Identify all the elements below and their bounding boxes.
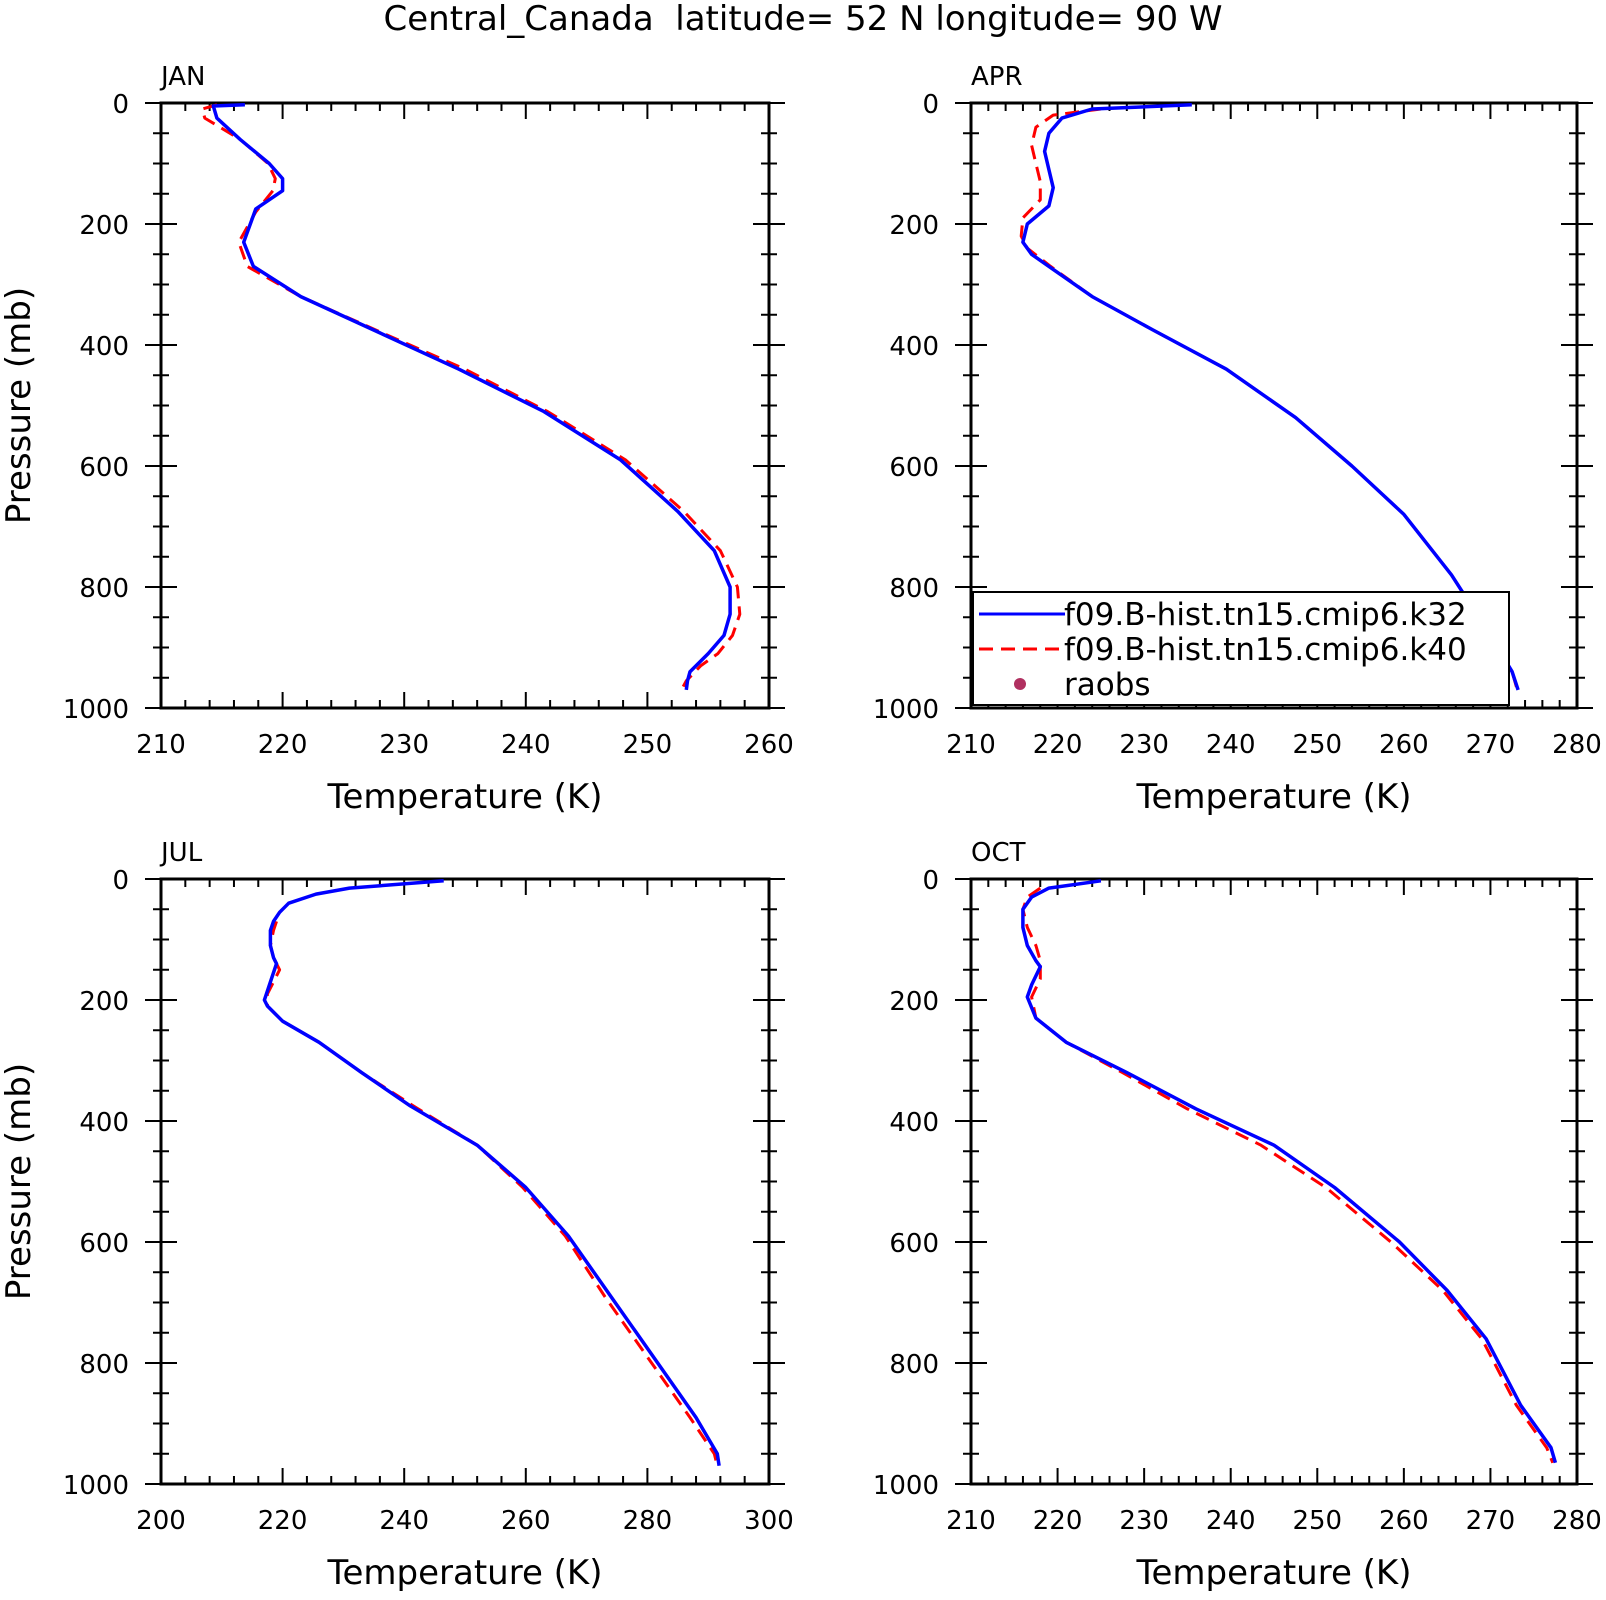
y-tick-label: 200 (889, 987, 939, 1017)
x-tick-label: 260 (1379, 1506, 1429, 1536)
x-tick-label: 240 (1206, 730, 1256, 760)
legend-label: f09.B-hist.tn15.cmip6.k40 (1064, 632, 1467, 668)
panel-jul: 200 220 240 260 280 300 0 200 400 600 800 1000 JUL Te… (0, 838, 794, 1593)
x-tick-label: 260 (1379, 730, 1429, 760)
x-tick-label: 230 (1119, 1506, 1169, 1536)
y-tick-label: 800 (79, 574, 129, 604)
y-tick-label: 200 (79, 987, 129, 1017)
x-tick-label: 210 (136, 730, 186, 760)
x-tick-label: 280 (1552, 730, 1602, 760)
series-group (1019, 103, 1520, 691)
x-tick-label: 270 (1466, 730, 1516, 760)
panel-label: JAN (159, 62, 205, 92)
x-tick-label: 220 (1033, 1506, 1083, 1536)
series-line-k32 (1021, 103, 1520, 691)
series-line-k40 (1021, 886, 1555, 1464)
x-tick-label: 240 (379, 1506, 429, 1536)
x-axis-label: Temperature (K) (326, 777, 602, 817)
x-tick-label: 240 (501, 730, 551, 760)
legend-label: f09.B-hist.tn15.cmip6.k32 (1064, 597, 1467, 633)
y-tick-label: 0 (922, 866, 939, 896)
panel-label: APR (971, 62, 1023, 92)
y-tick-label: 0 (922, 90, 939, 120)
y-tick-label: 600 (79, 453, 129, 483)
plot-frame (969, 877, 1579, 1486)
x-tick-label: 210 (946, 1506, 996, 1536)
x-tick-label: 270 (1466, 1506, 1516, 1536)
series-group (1021, 879, 1558, 1464)
y-tick-label: 1000 (873, 695, 939, 725)
y-tick-label: 400 (79, 332, 129, 362)
y-tick-label: 600 (889, 453, 939, 483)
y-tick-label: 400 (889, 1108, 939, 1138)
legend-marker-raobs (1014, 678, 1026, 690)
x-tick-label: 280 (1552, 1506, 1602, 1536)
x-tick-label: 220 (258, 730, 308, 760)
panel-jan: 210 220 230 240 250 260 0 200 400 600 800 1000 JAN Te… (0, 62, 794, 817)
x-tick-label: 280 (623, 1506, 673, 1536)
y-tick-label: 600 (79, 1229, 129, 1259)
y-axis-label: Pressure (mb) (0, 1063, 39, 1300)
x-tick-label: 260 (501, 1506, 551, 1536)
y-axis-label: Pressure (mb) (0, 287, 39, 524)
panel-label: OCT (971, 838, 1026, 868)
x-tick-label: 210 (946, 730, 996, 760)
x-tick-label: 260 (744, 730, 794, 760)
panel-label: JUL (159, 838, 203, 868)
x-tick-label: 230 (379, 730, 429, 760)
x-axis-label: Temperature (K) (326, 1553, 602, 1593)
y-tick-label: 800 (79, 1350, 129, 1380)
x-tick-label: 250 (1292, 1506, 1342, 1536)
x-tick-label: 230 (1119, 730, 1169, 760)
x-tick-label: 220 (258, 1506, 308, 1536)
y-tick-label: 0 (112, 866, 129, 896)
x-tick-label: 250 (1292, 730, 1342, 760)
x-axis-label: Temperature (K) (1135, 1553, 1411, 1593)
y-tick-label: 0 (112, 90, 129, 120)
x-axis-label: Temperature (K) (1135, 777, 1411, 817)
series-group (200, 103, 742, 691)
legend-box (972, 591, 1510, 706)
x-tick-label: 240 (1206, 1506, 1256, 1536)
x-tick-label: 220 (1033, 730, 1083, 760)
series-line-k32 (1021, 879, 1558, 1464)
y-tick-label: 200 (889, 211, 939, 241)
x-tick-label: 250 (623, 730, 673, 760)
y-tick-label: 800 (889, 1350, 939, 1380)
series-group (262, 879, 721, 1467)
figure-title: Central_Canada latitude= 52 N longitude=… (383, 0, 1222, 39)
panel-oct: 210 220 230 240 250 260 270 280 0 200 400 600 800 100… (873, 838, 1602, 1593)
y-tick-label: 400 (79, 1108, 129, 1138)
y-tick-label: 1000 (63, 695, 129, 725)
y-tick-label: 400 (889, 332, 939, 362)
plot-frame (159, 101, 771, 710)
y-tick-label: 1000 (873, 1471, 939, 1501)
y-tick-label: 1000 (63, 1471, 129, 1501)
y-tick-label: 200 (79, 211, 129, 241)
x-tick-label: 300 (744, 1506, 794, 1536)
legend: f09.B-hist.tn15.cmip6.k32f09.B-hist.tn15… (972, 591, 1510, 706)
panels-group: 210 220 230 240 250 260 0 200 400 600 800 1000 JAN Te… (0, 62, 1602, 1593)
series-line-k32 (211, 103, 732, 691)
legend-label: raobs (1064, 667, 1151, 703)
y-tick-label: 800 (889, 574, 939, 604)
series-line-k32 (262, 879, 721, 1467)
x-tick-label: 200 (136, 1506, 186, 1536)
series-line-k40 (265, 920, 719, 1467)
y-tick-label: 600 (889, 1229, 939, 1259)
